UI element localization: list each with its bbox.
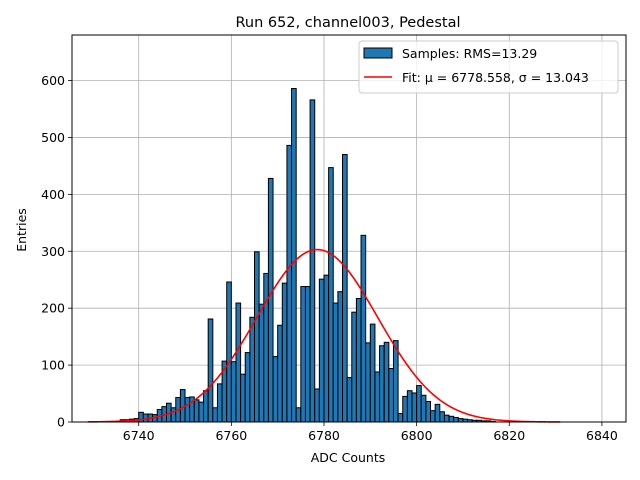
histogram-bar [240,373,246,423]
y-axis-ticks: 0 100 200 300 400 500 600 [41,73,72,430]
histogram-bar [203,390,209,423]
histogram-bar [420,394,427,423]
histogram-bar [286,144,293,423]
histogram-bar [369,323,376,423]
y-tick-label: 100 [41,358,65,373]
histogram-bar [304,286,311,423]
histogram-bar [434,403,441,423]
histogram-bar [355,298,362,423]
histogram-bar [314,388,320,423]
histogram-bar [272,356,279,423]
histogram-bar [374,371,381,423]
histogram-bar [295,407,302,423]
histogram-bar [383,341,390,423]
histogram-bar [457,418,464,423]
legend-histogram-label: Samples: RMS=13.29 [402,46,537,61]
histogram-bar [179,389,186,423]
histogram-bar [425,401,432,423]
histogram-bar [138,411,144,423]
histogram-bar [281,282,288,423]
fit-curve [87,248,561,423]
histogram-bars [119,87,496,423]
histogram-bar [379,345,385,423]
histogram-bar [397,412,404,423]
legend-histogram-swatch [363,47,393,59]
histogram-bar [254,251,260,423]
histogram-bar [443,414,450,423]
x-tick-label: 6840 [586,428,618,443]
histogram-bar [309,99,316,423]
legend: Samples: RMS=13.29 Fit: μ = 6778.558, σ … [358,40,619,94]
x-tick-label: 6820 [493,428,525,443]
histogram-bar [406,390,413,423]
histogram-bar [207,318,214,423]
histogram-bar [277,324,283,423]
histogram-bar [291,87,297,423]
y-tick-label: 300 [41,244,65,259]
legend-fit-label: Fit: μ = 6778.558, σ = 13.043 [402,70,589,85]
histogram-bar [244,352,251,423]
y-tick-label: 200 [41,301,65,316]
y-axis-label: Entries [14,208,29,252]
histogram-bar [360,234,367,423]
histogram-bar [212,407,218,423]
histogram-bar [184,397,191,423]
histogram-bar [392,340,399,423]
histogram-bar [332,302,339,423]
histogram-bar [416,385,422,423]
histogram-bar [365,342,371,423]
histogram-bar [402,395,408,423]
histogram-bar [216,383,223,423]
x-tick-label: 6760 [215,428,247,443]
histogram-bar [342,154,348,423]
x-axis-ticks: 6740 6760 6780 6800 6820 6840 [123,422,618,443]
x-tick-label: 6780 [308,428,340,443]
axes-frame [71,34,627,423]
histogram-bar [198,401,205,423]
y-tick-label: 0 [57,415,65,430]
histogram-bar [318,278,325,423]
legend-frame [358,40,619,94]
histogram-bar [235,302,242,423]
x-tick-label: 6800 [401,428,433,443]
histogram-bar [411,392,418,423]
histogram-bar [230,361,237,423]
histogram-bar [170,407,177,423]
grid [72,35,626,423]
plot-area [71,34,627,423]
y-tick-label: 500 [41,130,65,145]
histogram-bar [193,399,200,423]
histogram-bar [263,272,269,423]
y-tick-label: 600 [41,73,65,88]
histogram-bar [388,368,394,423]
histogram-bar [351,311,357,423]
x-tick-label: 6740 [123,428,155,443]
histogram-bar [258,303,265,423]
x-axis-label: ADC Counts [311,450,386,465]
y-tick-label: 400 [41,187,65,202]
histogram-bar [430,410,436,423]
histogram-bar [226,281,232,423]
histogram-bar [323,274,330,423]
histogram-bar [448,415,455,423]
histogram-bar [439,411,445,423]
histogram-bar [267,177,274,423]
histogram-bar [337,291,344,423]
histogram-bar [453,416,459,423]
histogram-bar [328,167,334,423]
histogram-bar [249,316,256,423]
histogram-bar [346,377,353,423]
histogram-bar [300,286,306,423]
chart-title: Run 652, channel003, Pedestal [235,15,460,31]
